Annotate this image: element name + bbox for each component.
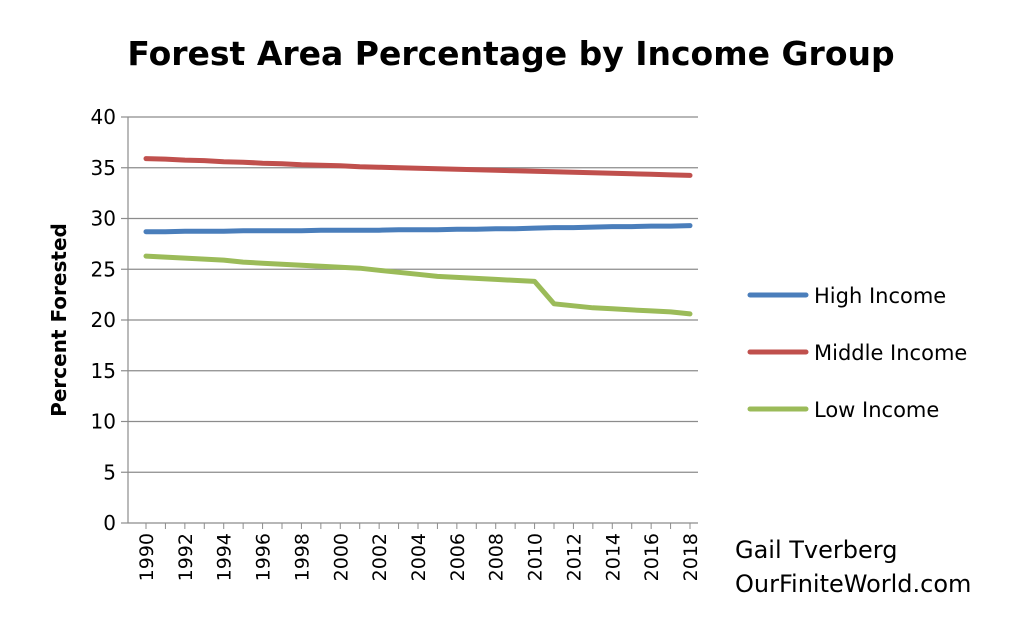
series-line-middle-income [143,156,693,178]
series-line-low-income [143,253,693,317]
x-tick-label: 2004 [408,533,430,581]
y-tick-label: 30 [91,207,116,231]
x-tick-labels: 1990 1992 1994 1996 1998 2000 2002 2004 2006 2008… [136,533,702,581]
y-axis-label: Percent Forested [47,223,71,417]
x-tick-label: 2010 [525,533,547,581]
x-tick-label: 2000 [330,533,352,581]
credit-site: OurFiniteWorld.com [735,570,971,598]
y-tick-label: 0 [103,511,116,535]
y-tick-label: 20 [91,308,116,332]
y-tick-label: 40 [91,105,116,129]
x-tick-label: 2014 [602,533,624,581]
gridlines [128,116,698,473]
x-tick-label: 2002 [369,533,391,581]
y-tick-label: 10 [91,410,116,434]
x-tick-label: 2018 [680,533,702,581]
x-tick-label: 1992 [175,533,197,581]
x-tick-label: 2012 [563,533,585,581]
y-tick-label: 35 [91,156,116,180]
y-tick-label: 25 [91,257,116,281]
y-tick-label: 15 [91,359,116,383]
x-tick-label: 1990 [136,533,158,581]
y-tick-labels: 0 5 10 15 20 25 30 35 40 [91,105,116,535]
x-tick-label: 1996 [253,533,275,581]
x-tick-label: 1994 [214,533,236,581]
credit-author: Gail Tverberg [735,536,897,564]
legend-label: Middle Income [814,341,967,365]
series-lines [143,156,693,317]
chart-title: Forest Area Percentage by Income Group [127,34,894,73]
legend: High Income Middle Income Low Income [747,284,967,422]
x-tick-label: 2016 [641,533,663,581]
legend-label: High Income [814,284,946,308]
x-tick-label: 2008 [486,533,508,581]
series-line-high-income [143,223,693,235]
x-tick-label: 1998 [291,533,313,581]
x-tick-label: 2006 [447,533,469,581]
legend-label: Low Income [814,398,939,422]
axes [121,116,698,529]
y-tick-label: 5 [103,460,116,484]
